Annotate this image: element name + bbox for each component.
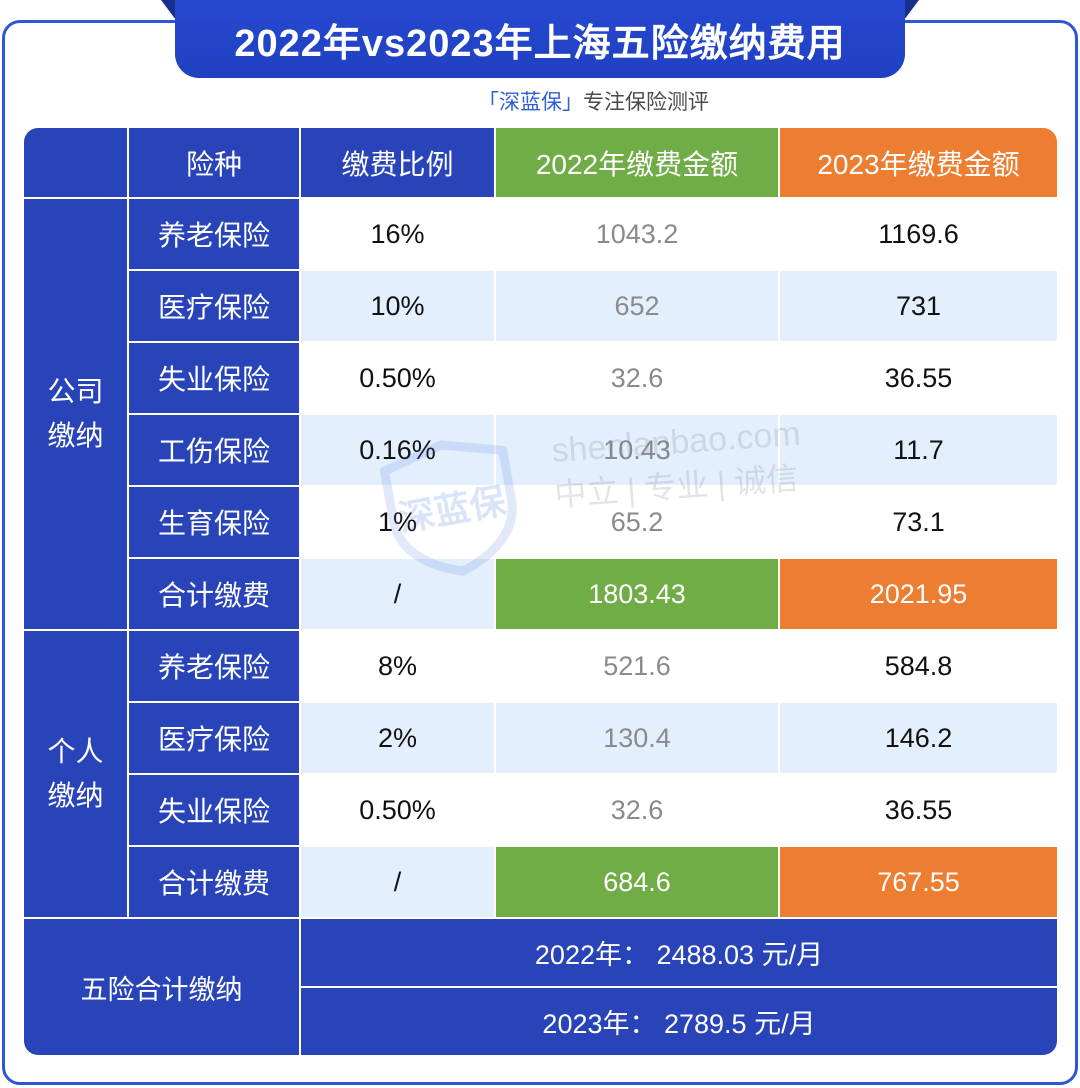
insurance-type-cell: 养老保险 (129, 631, 299, 701)
total-rate-cell: / (301, 559, 494, 629)
total-rate-cell: / (301, 847, 494, 917)
group-label-line: 缴纳 (47, 780, 104, 811)
group-label-line: 缴纳 (47, 420, 104, 451)
group-label-individual: 个人 缴纳 (24, 631, 127, 917)
group-label-line: 公司 (47, 376, 104, 407)
total-amount-2022-cell: 1803.43 (496, 559, 778, 629)
amount-2022-cell: 65.2 (496, 487, 778, 557)
header-rate: 缴费比例 (301, 128, 494, 197)
title-tab-fold-right (904, 0, 919, 20)
amount-2022-cell: 32.6 (496, 775, 778, 845)
amount-2023-cell: 584.8 (780, 631, 1057, 701)
rate-cell: 10% (301, 271, 494, 341)
rate-cell: 16% (301, 199, 494, 269)
header-type: 险种 (129, 128, 299, 197)
total-amount-2023-cell: 767.55 (780, 847, 1057, 917)
amount-2023-cell: 1169.6 (780, 199, 1057, 269)
brand-name: 「深蓝保」 (478, 91, 583, 114)
subtitle: 「深蓝保」专注保险测评 (478, 89, 709, 117)
amount-2022-cell: 32.6 (496, 343, 778, 413)
rate-cell: 0.50% (301, 775, 494, 845)
amount-2023-cell: 731 (780, 271, 1057, 341)
insurance-type-cell: 失业保险 (129, 775, 299, 845)
insurance-type-cell: 医疗保险 (129, 703, 299, 773)
total-label-cell: 合计缴费 (129, 847, 299, 917)
insurance-table: 险种 缴费比例 2022年缴费金额 2023年缴费金额 公司 缴纳 养老保险 1… (24, 128, 1057, 1055)
header-amount-2023: 2023年缴费金额 (780, 128, 1057, 197)
rate-cell: 0.50% (301, 343, 494, 413)
header-corner (24, 128, 127, 197)
amount-2023-cell: 146.2 (780, 703, 1057, 773)
amount-2023-cell: 36.55 (780, 775, 1057, 845)
total-label-cell: 合计缴费 (129, 559, 299, 629)
amount-2023-cell: 11.7 (780, 415, 1057, 485)
amount-2022-cell: 130.4 (496, 703, 778, 773)
insurance-type-cell: 养老保险 (129, 199, 299, 269)
total-amount-2022-cell: 684.6 (496, 847, 778, 917)
header-amount-2022: 2022年缴费金额 (496, 128, 778, 197)
summary-2022: 2022年： 2488.03 元/月 (301, 919, 1057, 986)
title-tab-fold-left (161, 0, 176, 20)
tagline: 专注保险测评 (583, 91, 709, 114)
amount-2022-cell: 521.6 (496, 631, 778, 701)
insurance-type-cell: 工伤保险 (129, 415, 299, 485)
rate-cell: 0.16% (301, 415, 494, 485)
amount-2022-cell: 652 (496, 271, 778, 341)
group-label-line: 个人 (47, 736, 104, 767)
amount-2022-cell: 10.43 (496, 415, 778, 485)
amount-2023-cell: 73.1 (780, 487, 1057, 557)
insurance-type-cell: 失业保险 (129, 343, 299, 413)
page-title: 2022年vs2023年上海五险缴纳费用 (234, 22, 846, 65)
footer-label: 五险合计缴纳 (24, 919, 299, 1055)
title-banner: 2022年vs2023年上海五险缴纳费用 (175, 0, 905, 78)
insurance-type-cell: 医疗保险 (129, 271, 299, 341)
rate-cell: 1% (301, 487, 494, 557)
group-label-company: 公司 缴纳 (24, 199, 127, 629)
rate-cell: 8% (301, 631, 494, 701)
rate-cell: 2% (301, 703, 494, 773)
total-amount-2023-cell: 2021.95 (780, 559, 1057, 629)
insurance-type-cell: 生育保险 (129, 487, 299, 557)
amount-2023-cell: 36.55 (780, 343, 1057, 413)
amount-2022-cell: 1043.2 (496, 199, 778, 269)
summary-2023: 2023年： 2789.5 元/月 (301, 988, 1057, 1055)
